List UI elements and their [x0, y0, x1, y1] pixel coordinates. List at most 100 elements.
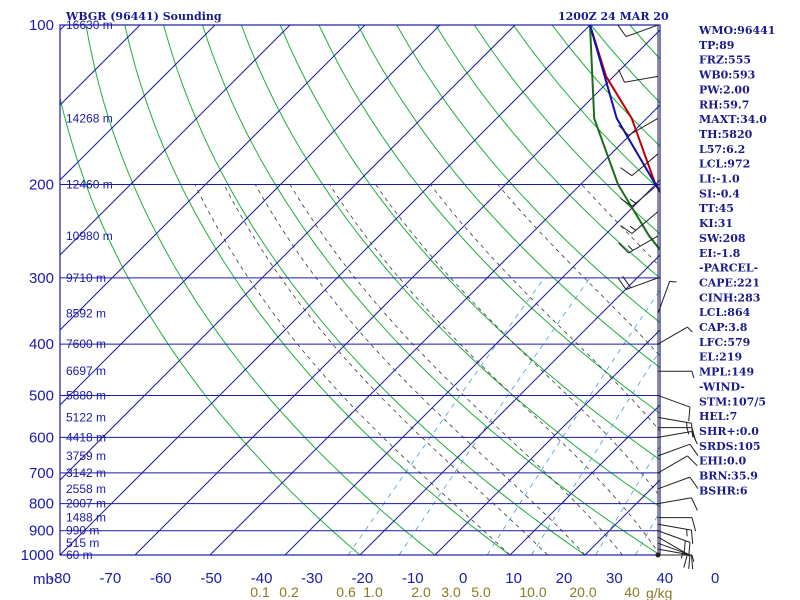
wind-barb-flag: [690, 423, 694, 438]
index-entry: CAP:3.8: [699, 321, 748, 334]
height-label: 2558 m: [66, 482, 106, 496]
wind-barb-shaft: [657, 523, 692, 531]
temperature-tick-label: -60: [150, 570, 172, 587]
temperature-tick-label: -70: [100, 570, 122, 587]
mixing-ratio-label: 0.1: [250, 584, 270, 600]
wind-barb-shaft: [657, 281, 671, 314]
isotherm-line: [60, 25, 366, 331]
dry-adiabat-line: [85, 25, 436, 555]
wind-barb-flag: [683, 540, 686, 555]
height-label: 1488 m: [66, 511, 106, 525]
pressure-tick-label: 600: [29, 429, 54, 446]
temperature-tick-label: -20: [352, 570, 374, 587]
wind-barb-flag: [688, 554, 691, 569]
index-entry: -WIND-: [699, 380, 745, 393]
isotherm-line: [60, 25, 516, 481]
dry-adiabat-line: [60, 95, 361, 555]
wind-barb-shaft: [624, 75, 659, 83]
dry-adiabat-line: [318, 25, 660, 414]
height-label: 3142 m: [66, 466, 106, 480]
dry-adiabat-line: [435, 25, 660, 279]
index-entry: BSHR:6: [699, 484, 748, 497]
index-entry: MAXT:34.0: [699, 113, 767, 126]
wind-barb-flag: [686, 422, 688, 430]
height-label: 6697 m: [66, 364, 106, 378]
index-entry: LFC:579: [699, 336, 750, 349]
isobar-layer: [60, 24, 660, 556]
wind-barb-flag: [629, 198, 637, 204]
mixing-ratio-line: [347, 277, 545, 555]
mixing-ratio-label: 2.0: [411, 584, 431, 600]
index-entry: CAPE:221: [699, 276, 760, 289]
mixing-ratio-label: 1.0: [363, 584, 383, 600]
wind-barb-flag: [691, 371, 695, 379]
wind-barb-shaft: [657, 455, 688, 474]
index-entry: TP:89: [699, 39, 734, 52]
wind-barb-flag: [687, 455, 698, 467]
temperature-tick-label: -10: [402, 570, 424, 587]
mixing-ratio-line: [635, 510, 660, 555]
wind-barb-flag: [691, 497, 698, 511]
index-entry: PW:2.00: [699, 83, 750, 96]
wind-barb-shaft: [631, 184, 659, 207]
wind-barb-shaft: [628, 117, 659, 136]
isotherm-line: [60, 25, 216, 181]
pressure-unit-label: mb: [33, 571, 54, 588]
wind-barb-flag: [691, 427, 697, 442]
index-entry: EL:219: [699, 351, 742, 364]
mixing-ratio-line: [398, 277, 591, 555]
index-entry: WMO:96441: [698, 24, 775, 37]
moist-adiabat-line: [289, 184, 623, 555]
index-entry: HEL:7: [699, 410, 737, 423]
index-entry: SW:208: [699, 232, 746, 245]
wind-barb-flag: [622, 276, 632, 289]
index-entry: RH:59.7: [699, 98, 749, 111]
dry-adiabat-line: [240, 25, 660, 508]
wind-barb-flag: [688, 542, 691, 557]
index-entry: SRDS:105: [699, 440, 761, 453]
wind-barb-flag: [691, 517, 697, 532]
moist-adiabat-line: [329, 184, 660, 555]
wind-barb-flag: [618, 242, 629, 254]
temperature-tick-label: -30: [301, 570, 323, 587]
mixing-ratio-label: 40: [624, 584, 640, 600]
height-label: 14268 m: [66, 111, 113, 125]
pressure-tick-label: 100: [29, 17, 54, 34]
isotherm-line: [60, 25, 591, 555]
index-entry: CINH:283: [699, 291, 760, 304]
wind-barb-shaft: [657, 394, 691, 408]
wind-barb-shaft: [625, 24, 659, 38]
wind-barb-flag: [617, 277, 627, 290]
mixing-ratio-line: [595, 445, 660, 555]
wind-barb-flag: [690, 530, 694, 545]
mixing-ratio-line: [531, 350, 660, 555]
wind-barb-flag: [690, 555, 694, 570]
index-entry: EHI:0.0: [699, 455, 746, 468]
dry-adiabat-line: [202, 25, 660, 555]
temperature-tick-label: -50: [200, 570, 222, 587]
grid-layer: [60, 25, 660, 555]
valid-time: 1200Z 24 MAR 20: [558, 10, 669, 23]
wind-barb-shaft: [657, 497, 692, 505]
wind-barb-shaft: [625, 277, 659, 290]
height-label: 4418 m: [66, 430, 106, 444]
index-entry: LI:-1.0: [699, 173, 740, 186]
isotherm-line: [359, 254, 660, 555]
index-entry: SHR+:0.0: [699, 425, 759, 438]
height-label: 10980 m: [66, 229, 113, 243]
wind-barb-shaft: [657, 548, 692, 556]
temperature-tick-label: 30: [606, 570, 623, 587]
mixing-ratio-label: 5.0: [471, 584, 491, 600]
dry-adiabat-line: [396, 25, 660, 324]
wind-barb-shaft: [631, 211, 659, 234]
mixing-ratio-unit-label: g/kg: [646, 585, 672, 600]
index-entry: WB0:593: [698, 69, 755, 82]
isotherm-line: [509, 404, 660, 555]
wind-barb-flag: [689, 476, 699, 489]
moist-adiabat-line: [194, 184, 511, 555]
wind-barb-shaft: [628, 235, 659, 254]
wind-barb-shaft: [657, 326, 688, 345]
dry-adiabat-line: [163, 25, 586, 555]
